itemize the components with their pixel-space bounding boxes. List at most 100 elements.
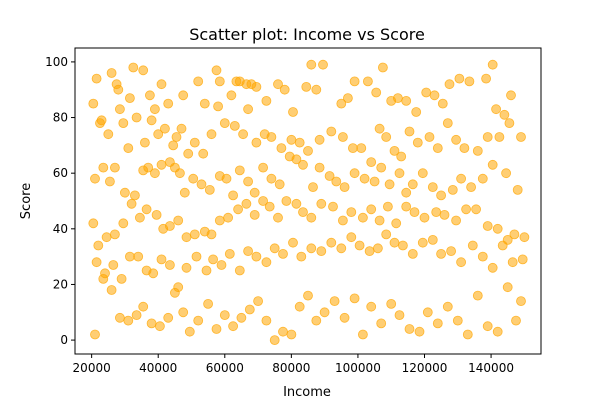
data-point [249,209,260,220]
data-point [146,318,157,329]
data-point [199,98,210,109]
data-point [339,182,350,193]
data-point [201,265,212,276]
data-point [308,182,318,193]
data-point [401,187,412,198]
data-point [366,157,377,168]
data-point [419,212,430,223]
data-point [196,179,207,190]
data-point [229,121,240,131]
data-point [105,176,115,187]
data-point [203,298,214,309]
data-point [316,246,327,257]
data-point [291,198,302,209]
data-point [427,182,438,193]
data-point [362,76,373,87]
data-point [492,223,503,234]
data-point [339,312,350,323]
data-point [133,251,144,262]
data-point [507,257,518,268]
data-point [115,104,125,115]
data-point [258,196,269,206]
data-point [88,98,99,109]
data-point [181,232,192,243]
data-point [342,93,353,103]
data-point [319,307,330,318]
data-point [143,162,154,173]
data-point [90,329,100,340]
data-point [516,296,526,307]
data-point [88,218,99,229]
data-point [454,73,465,84]
data-point [392,93,403,103]
data-point [464,76,475,87]
data-point [357,212,368,223]
data-point [377,62,388,73]
data-point [467,240,478,251]
data-point [326,126,337,137]
data-point [124,93,135,103]
data-point [276,143,287,154]
data-point [432,143,443,154]
data-point [163,312,174,323]
x-tick-label: 120000 [402,361,448,375]
data-point [224,248,235,259]
data-point [91,257,102,268]
data-point [384,179,395,190]
data-point [91,73,102,84]
data-point [462,329,473,340]
data-point [286,329,297,340]
data-point [386,298,397,309]
data-point [442,118,453,128]
data-point [273,212,283,223]
data-point [249,187,260,198]
data-point [120,187,130,198]
data-point [294,301,305,312]
data-point [214,215,225,226]
data-point [110,162,120,173]
data-point [171,132,182,142]
data-point [169,287,180,298]
data-point [251,251,262,262]
data-point [412,137,423,148]
data-point [173,215,184,226]
data-point [491,104,502,115]
data-point [243,246,254,257]
data-point [298,207,308,218]
data-point [164,260,175,270]
data-point [298,159,308,170]
data-point [381,132,392,142]
data-point [219,310,230,321]
data-point [178,90,189,101]
data-point [487,262,498,273]
data-point [286,134,297,145]
data-point [429,90,440,101]
data-point [148,268,159,279]
data-point [472,290,483,301]
data-point [477,173,488,184]
data-point [193,76,204,87]
data-point [318,59,328,70]
y-tick-label: 100 [45,55,68,69]
data-point [101,232,112,243]
data-point [417,168,428,179]
data-point [517,254,528,265]
data-point [451,134,462,145]
data-point [311,84,322,95]
y-axis-label: Score [19,183,34,219]
data-point [95,118,105,128]
data-point [93,240,104,251]
data-point [211,324,222,334]
x-tick-label: 140000 [468,361,514,375]
data-point [376,162,387,173]
data-point [233,204,244,215]
data-point [401,96,412,106]
data-point [156,79,167,90]
data-point [411,107,422,117]
data-point [381,229,392,240]
data-point [364,246,375,257]
data-point [243,104,254,115]
y-tick-label: 0 [60,333,68,347]
data-point [251,137,262,148]
